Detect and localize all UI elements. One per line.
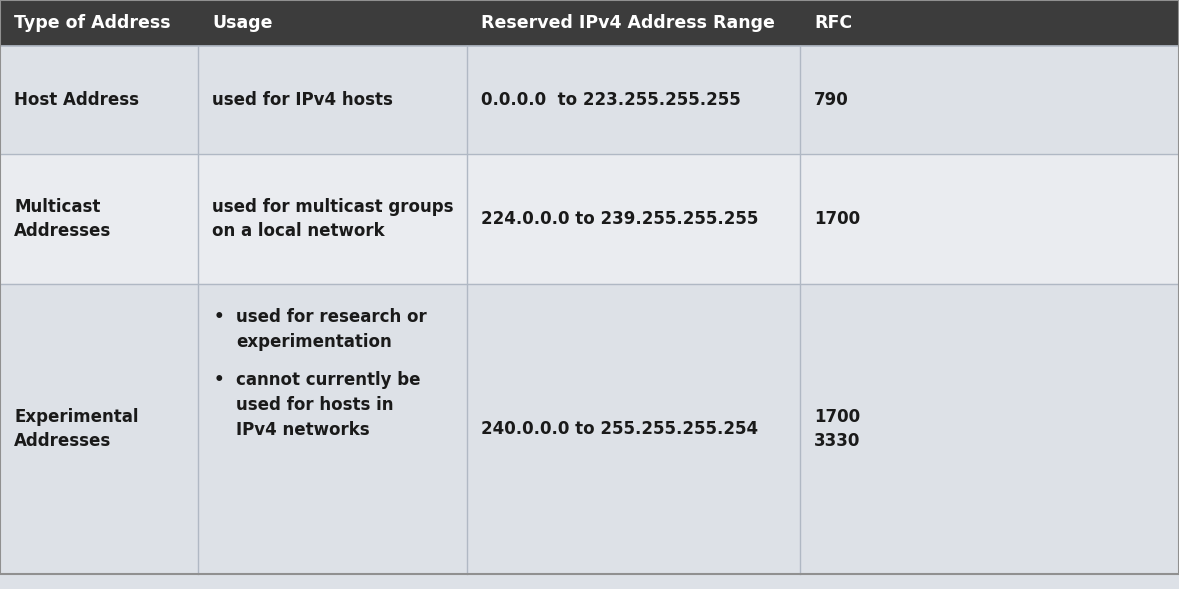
Text: 240.0.0.0 to 255.255.255.254: 240.0.0.0 to 255.255.255.254 — [481, 420, 758, 438]
Text: Host Address: Host Address — [14, 91, 139, 109]
Text: Type of Address: Type of Address — [14, 14, 171, 32]
Bar — [0, 284, 1179, 574]
Text: used for IPv4 hosts: used for IPv4 hosts — [212, 91, 393, 109]
Bar — [0, 154, 1179, 284]
Text: Experimental
Addresses: Experimental Addresses — [14, 408, 138, 450]
Text: Reserved IPv4 Address Range: Reserved IPv4 Address Range — [481, 14, 775, 32]
Text: used for research or
experimentation: used for research or experimentation — [236, 308, 427, 351]
Text: 1700
3330: 1700 3330 — [814, 408, 861, 451]
Text: •: • — [215, 308, 225, 326]
Text: RFC: RFC — [814, 14, 852, 32]
Text: used for multicast groups
on a local network: used for multicast groups on a local net… — [212, 198, 454, 240]
Text: •: • — [215, 370, 225, 389]
Text: 0.0.0.0  to 223.255.255.255: 0.0.0.0 to 223.255.255.255 — [481, 91, 740, 109]
Text: 224.0.0.0 to 239.255.255.255: 224.0.0.0 to 239.255.255.255 — [481, 210, 758, 228]
Text: Multicast
Addresses: Multicast Addresses — [14, 198, 111, 240]
Text: 790: 790 — [814, 91, 849, 109]
Text: cannot currently be
used for hosts in
IPv4 networks: cannot currently be used for hosts in IP… — [236, 370, 421, 439]
Text: Usage: Usage — [212, 14, 272, 32]
Bar — [0, 0, 1179, 46]
Bar — [0, 46, 1179, 154]
Text: 1700: 1700 — [814, 210, 861, 228]
